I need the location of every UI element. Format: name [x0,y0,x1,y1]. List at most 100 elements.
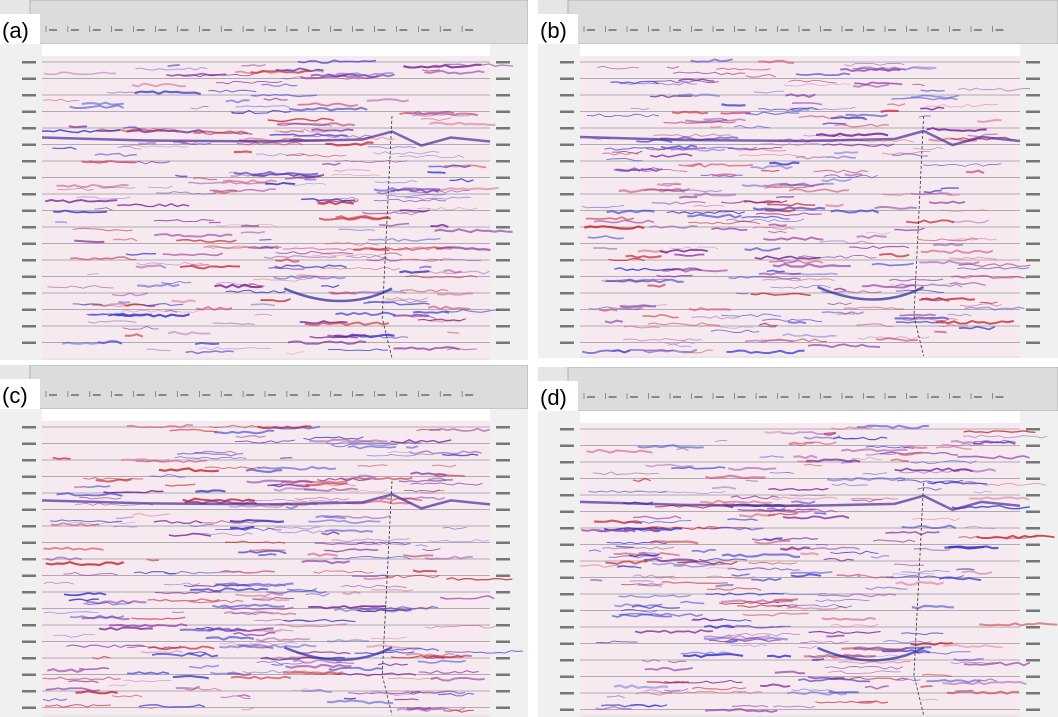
reflector [957,455,1030,460]
reflector [50,522,100,527]
reflector [373,541,410,546]
reflector [405,652,455,658]
axis-text-blur [1026,477,1040,480]
reflector [442,453,479,457]
reflector [187,651,206,654]
reflector [827,302,852,306]
reflector [644,188,723,193]
reflector [231,612,274,616]
axis-text-blur [560,609,574,612]
reflector [148,645,215,651]
reflector [964,306,1025,311]
reflector [428,164,471,169]
reflector [135,264,167,269]
axis-text-blur [1026,428,1040,431]
reflector [405,445,419,449]
tick-text-blur [673,396,681,398]
reflector [850,497,899,501]
tick-text-blur [180,29,189,31]
axis-text-blur [560,444,574,447]
reflector [726,218,805,223]
horizon [41,493,491,510]
reflector [86,485,111,489]
reflector [167,330,211,336]
reflector [308,500,339,503]
axis-text-blur [22,607,36,610]
reflector [766,507,786,512]
reflector [405,275,478,279]
panel-label: (d) [540,385,567,410]
reflector [409,450,482,455]
reflector [617,565,642,569]
reflector [286,153,347,158]
axis-text-blur [22,77,36,80]
reflector [730,495,779,500]
axis-text-blur [22,475,36,478]
reflector [602,152,639,156]
reflector [74,485,87,488]
reflector [813,169,868,174]
tick-text-blur [823,396,832,398]
reflector [373,151,440,155]
reflector [126,424,193,429]
reflector [894,227,925,232]
horizon [579,129,1021,147]
reflector [948,238,997,241]
reflector [309,438,388,443]
reflector [252,278,307,282]
reflector [880,109,899,113]
reflector [770,285,831,289]
reflector [764,431,783,434]
reflector [861,283,917,289]
reflector [620,304,651,310]
panel-label: (a) [2,18,29,43]
reflector [199,346,272,351]
reflector [230,675,292,680]
axis-text-blur [560,341,574,344]
reflector [95,478,132,483]
reflector [920,296,975,301]
reflector [428,477,447,482]
reflector [615,545,634,548]
axis-text-blur [22,657,36,660]
reflector [754,255,821,260]
reflector [125,303,156,307]
axis-text-blur [22,94,36,97]
reflector [254,313,273,316]
axis-text-blur [560,428,574,431]
reflector [768,230,787,234]
axis-text-blur [560,193,574,196]
reflector [88,320,137,324]
reflector [378,222,410,227]
tick-text-blur [802,396,810,398]
reflector [123,679,172,683]
reflector [373,198,446,203]
tick-text-blur [866,396,875,398]
tick-text-blur [224,394,233,396]
reflector [720,599,793,605]
reflector [766,654,792,659]
bowl-reflector [283,646,393,662]
reflector [363,211,418,216]
axis-text-blur [1026,259,1040,262]
reflector [192,177,218,181]
axis-text-blur [1026,494,1040,497]
reflector [918,115,931,118]
reflector [783,83,850,87]
reflector [443,269,462,274]
reflector [856,424,929,430]
reflector [864,685,889,690]
reflector [817,593,896,598]
reflector [958,263,1031,268]
reflector [768,487,829,491]
axis-text-blur [496,226,510,229]
reflector [621,583,664,586]
reflector [920,89,945,92]
reflector [673,564,716,568]
reflector [590,579,603,582]
reflector [691,548,716,554]
reflector [903,318,958,322]
reflector [594,519,643,525]
reflector [83,477,144,481]
reflector [934,330,947,334]
